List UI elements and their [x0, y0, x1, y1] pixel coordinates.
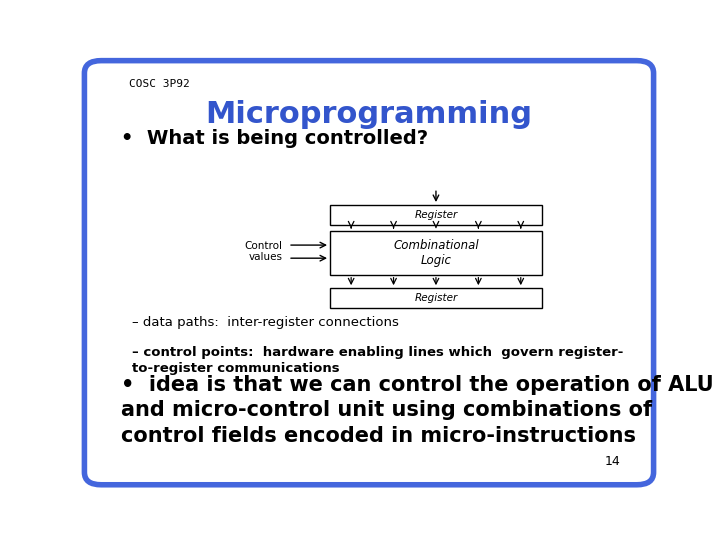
Text: Combinational
Logic: Combinational Logic: [393, 239, 479, 267]
Text: •  What is being controlled?: • What is being controlled?: [121, 129, 428, 149]
FancyBboxPatch shape: [330, 231, 542, 275]
Text: Register: Register: [414, 210, 458, 220]
FancyBboxPatch shape: [330, 205, 542, 225]
Text: – control points:  hardware enabling lines which  govern register-
to-register c: – control points: hardware enabling line…: [132, 346, 624, 375]
Text: Microprogramming: Microprogramming: [205, 100, 533, 129]
Text: •  idea is that we can control the operation of ALU
and micro-control unit using: • idea is that we can control the operat…: [121, 375, 714, 446]
FancyBboxPatch shape: [330, 288, 542, 308]
Text: COSC 3P92: COSC 3P92: [129, 79, 190, 89]
Text: Control
values: Control values: [245, 241, 282, 262]
Text: 14: 14: [604, 455, 620, 468]
Text: Register: Register: [414, 293, 458, 303]
Text: – data paths:  inter-register connections: – data paths: inter-register connections: [132, 316, 399, 329]
FancyBboxPatch shape: [84, 60, 654, 485]
